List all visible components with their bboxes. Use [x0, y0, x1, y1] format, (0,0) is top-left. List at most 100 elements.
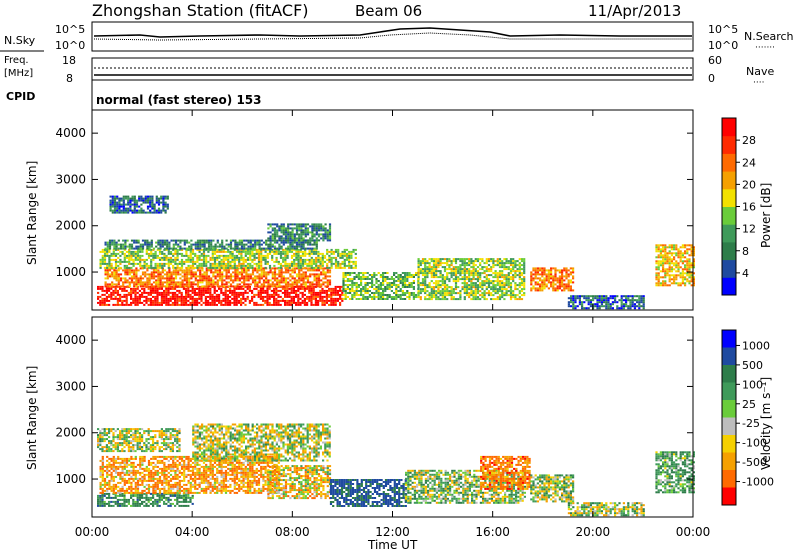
- x-axis-label: Time UT: [367, 538, 418, 552]
- velocity-colorbar-label: Velocity [m s⁻¹]: [759, 377, 773, 470]
- data-patch: [97, 492, 194, 507]
- colorbar-swatch: [722, 470, 736, 488]
- cpid-text: normal (fast stereo) 153: [96, 93, 262, 107]
- station-title: Zhongshan Station (fitACF): [92, 1, 309, 20]
- colorbar-swatch: [722, 118, 736, 137]
- nsearch-tick-top: 10^5: [708, 23, 738, 36]
- colorbar-tick-label: 100: [742, 378, 763, 391]
- colorbar-swatch: [722, 452, 736, 471]
- colorbar-swatch: [722, 487, 736, 506]
- freq-tick-bottom: 8: [66, 72, 73, 85]
- colorbar-swatch: [722, 330, 736, 348]
- freq-tick-top: 18: [62, 54, 76, 67]
- colorbar-swatch: [722, 224, 736, 243]
- nsky-line: [93, 27, 692, 38]
- power-colorbar: 4 8 12 16 20 24 28: [721, 117, 756, 296]
- data-patch: [655, 244, 695, 287]
- colorbar-tick-label: 25: [742, 398, 756, 411]
- data-patch: [530, 474, 575, 503]
- y-tick-label: 2000: [55, 219, 86, 233]
- y-tick-label: 4000: [55, 333, 86, 347]
- nsky-tick-bottom: 10^0: [55, 39, 85, 52]
- power-ylabel: Slant Range [km]: [25, 161, 39, 265]
- data-patch: [329, 479, 407, 507]
- nave-label: Nave: [746, 65, 774, 78]
- velocity-plot-area: [97, 423, 695, 517]
- colorbar-tick-label: -25: [742, 417, 760, 430]
- data-patch: [480, 455, 531, 490]
- power-plot-area: [97, 195, 695, 310]
- nsky-tick-top: 10^5: [55, 23, 85, 36]
- colorbar-swatch: [722, 435, 736, 453]
- colorbar-swatch: [722, 347, 736, 366]
- colorbar-swatch: [722, 417, 736, 436]
- colorbar-swatch: [722, 400, 736, 418]
- y-tick-label: 1000: [55, 265, 86, 279]
- colorbar-tick-label: -500: [742, 456, 767, 469]
- freq-label: Freq.: [4, 55, 29, 66]
- power-colorbar-label: Power [dB]: [759, 183, 773, 248]
- colorbar-swatch: [722, 206, 736, 225]
- nsky-label: N.Sky: [4, 34, 36, 47]
- colorbar-tick-label: 24: [742, 156, 756, 169]
- colorbar-tick-label: 1000: [742, 339, 770, 352]
- colorbar-swatch: [722, 241, 736, 261]
- data-patch: [109, 195, 169, 214]
- data-patch: [192, 423, 331, 462]
- x-tick-label: 20:00: [576, 525, 611, 539]
- axis-ticks: 1000 2000 3000 4000 1000 2000 3000 4000 00:00 04:…: [55, 110, 710, 539]
- colorbar-swatch: [722, 365, 736, 383]
- nave-tick-top: 60: [708, 54, 722, 67]
- x-tick-label: 16:00: [475, 525, 510, 539]
- data-patch: [99, 248, 357, 269]
- colorbar-swatch: [722, 153, 736, 172]
- data-patch: [567, 502, 645, 517]
- colorbar-swatch: [722, 277, 736, 296]
- data-patch: [267, 223, 332, 242]
- velocity-panel: [91, 316, 695, 518]
- x-tick-label: 04:00: [175, 525, 210, 539]
- nsearch-dots: ·······: [755, 43, 775, 53]
- date-label: 11/Apr/2013: [588, 2, 681, 20]
- nave-tick-bottom: 0: [708, 72, 715, 85]
- data-patch: [567, 295, 645, 310]
- colorbar-tick-label: 4: [742, 267, 749, 280]
- data-patch: [417, 258, 526, 301]
- beam-label: Beam 06: [355, 2, 422, 20]
- nsearch-label: N.Search: [744, 30, 794, 43]
- data-patch: [97, 428, 181, 453]
- freq-panel: [91, 57, 694, 81]
- y-tick-label: 1000: [55, 472, 86, 486]
- nsky-panel: [91, 21, 694, 52]
- colorbar-swatch: [722, 171, 736, 190]
- nsearch-line: [93, 32, 692, 41]
- y-tick-label: 3000: [55, 172, 86, 186]
- data-patch: [267, 465, 332, 500]
- x-tick-label: 00:00: [676, 525, 711, 539]
- power-panel: [91, 109, 695, 311]
- colorbar-swatch: [722, 188, 736, 207]
- x-tick-label: 08:00: [275, 525, 310, 539]
- colorbar-swatch: [722, 135, 736, 154]
- colorbar-tick-label: 500: [742, 359, 763, 372]
- cpid-label: CPID: [6, 90, 35, 103]
- colorbar-tick-label: 12: [742, 223, 756, 236]
- freq-units: [MHz]: [4, 68, 33, 79]
- data-patch: [530, 267, 575, 292]
- data-patch: [104, 267, 332, 288]
- y-tick-label: 2000: [55, 426, 86, 440]
- velocity-colorbar: 1000 500 100 25 -25 -100 -500 -1000: [721, 329, 774, 506]
- x-tick-label: 12:00: [375, 525, 410, 539]
- colorbar-swatch: [722, 259, 736, 278]
- colorbar-tick-label: 28: [742, 134, 756, 147]
- x-tick-label: 00:00: [75, 525, 110, 539]
- colorbar-tick-label: 8: [742, 245, 749, 258]
- colorbar-tick-label: -100: [742, 437, 767, 450]
- y-tick-label: 3000: [55, 379, 86, 393]
- data-patch: [655, 451, 695, 494]
- velocity-ylabel: Slant Range [km]: [25, 366, 39, 470]
- colorbar-tick-label: 20: [742, 178, 756, 191]
- colorbar-swatch: [722, 382, 736, 401]
- y-tick-label: 4000: [55, 126, 86, 140]
